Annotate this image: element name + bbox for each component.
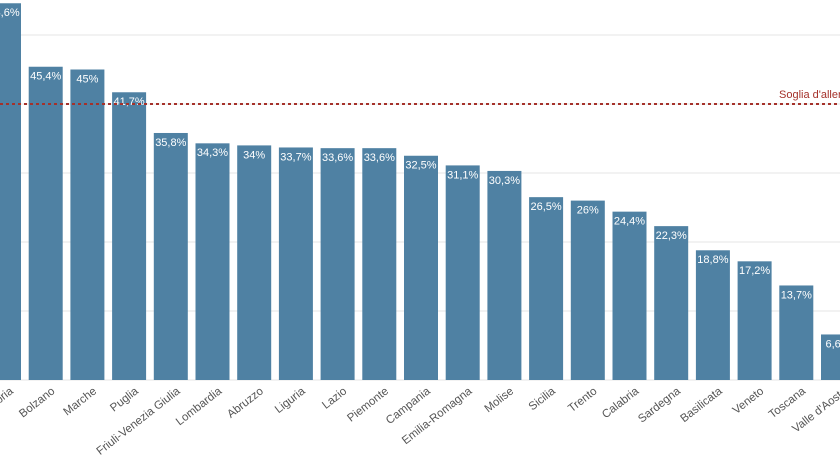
bar <box>153 132 188 380</box>
bar <box>445 165 480 380</box>
bar <box>695 250 730 380</box>
value-label: 54,6% <box>0 7 20 19</box>
x-tick-label: Umbria <box>0 385 16 418</box>
bar <box>362 148 397 380</box>
x-tick-label: Veneto <box>731 385 767 417</box>
bar <box>821 334 840 380</box>
value-label: 33,7% <box>280 151 311 163</box>
bar <box>779 285 814 380</box>
bar <box>404 155 438 380</box>
x-tick-label: Abruzzo <box>225 385 266 420</box>
x-tick-label: Liguria <box>273 385 308 416</box>
bar <box>737 261 772 380</box>
value-label: 34% <box>243 149 265 161</box>
bar <box>112 92 147 381</box>
bar <box>28 66 63 381</box>
x-tick-label: Marche <box>61 385 99 418</box>
bar <box>654 226 689 380</box>
value-label: 45% <box>76 73 98 85</box>
x-tick-label: Puglia <box>108 385 141 415</box>
value-label: 22,3% <box>656 230 687 242</box>
value-label: 26% <box>577 205 599 217</box>
value-label: 13,7% <box>781 289 812 301</box>
value-label: 32,5% <box>405 160 436 172</box>
x-tick-label: Lazio <box>320 385 349 411</box>
value-label: 35,8% <box>155 137 186 149</box>
x-tick-label: Bolzano <box>17 385 57 420</box>
x-tick-label: Basilicata <box>678 385 725 425</box>
value-label: 34,3% <box>197 147 228 159</box>
x-tick-label: Emilia-Romagna <box>400 385 475 447</box>
value-label: 31,1% <box>447 169 478 181</box>
bar <box>237 145 272 380</box>
value-label: 30,3% <box>489 175 520 187</box>
value-label: 33,6% <box>322 152 353 164</box>
value-label: 45,4% <box>30 71 61 83</box>
value-label: 24,4% <box>614 216 645 228</box>
value-label: 18,8% <box>697 254 728 266</box>
bar <box>278 147 313 380</box>
value-label: 41,7% <box>113 96 144 108</box>
value-label: 26,5% <box>530 201 561 213</box>
bar <box>570 200 605 380</box>
bar <box>320 148 355 380</box>
x-tick-label: Sardegna <box>636 385 683 426</box>
value-label: 33,6% <box>364 152 395 164</box>
bar <box>612 211 647 380</box>
bar <box>487 170 522 380</box>
value-label: 17,2% <box>739 265 770 277</box>
x-tick-label: Trento <box>566 385 599 415</box>
x-tick-label: Sicilia <box>527 385 559 413</box>
x-tick-label: Lombardia <box>174 385 225 428</box>
bar <box>529 197 564 380</box>
threshold-label: Soglia d'allerta <box>779 89 840 101</box>
bar <box>195 143 230 380</box>
x-tick-label: Molise <box>483 385 517 415</box>
bar <box>0 3 21 380</box>
bar <box>70 69 105 380</box>
value-label: 6,6% <box>825 338 840 350</box>
